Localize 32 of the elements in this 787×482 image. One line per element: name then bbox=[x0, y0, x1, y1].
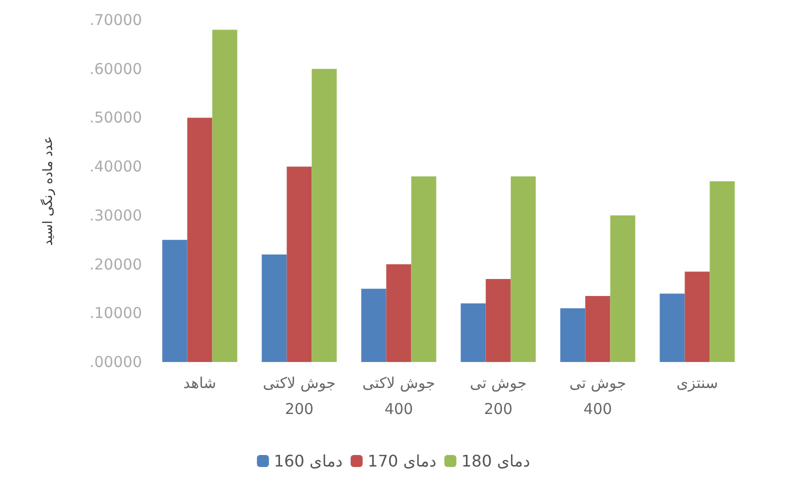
bar bbox=[411, 176, 436, 362]
bar bbox=[361, 288, 386, 362]
bar bbox=[610, 215, 636, 362]
bar bbox=[286, 166, 312, 362]
legend-label: دمای 180 bbox=[461, 452, 530, 470]
bar bbox=[710, 181, 735, 362]
y-tick-label: .00000 bbox=[90, 353, 142, 371]
x-tick-label: شاهد bbox=[183, 374, 216, 392]
bar bbox=[684, 272, 710, 362]
legend-label: دمای 170 bbox=[368, 452, 436, 470]
bar bbox=[262, 254, 287, 362]
y-tick-label: .10000 bbox=[90, 304, 142, 322]
y-tick-label: .70000 bbox=[90, 11, 142, 29]
bar bbox=[187, 118, 212, 362]
x-tick-label: سنتزی bbox=[676, 374, 718, 392]
y-axis-title: عدد ماده رنگی اسید bbox=[40, 136, 56, 246]
y-tick-label: .60000 bbox=[90, 60, 142, 78]
y-tick-label: .20000 bbox=[90, 255, 142, 274]
bar bbox=[585, 296, 610, 362]
y-tick-label: .50000 bbox=[90, 108, 142, 127]
bar bbox=[560, 308, 586, 362]
legend-label: دمای 160 bbox=[274, 452, 343, 470]
y-tick-label: .40000 bbox=[90, 158, 142, 176]
bar bbox=[386, 264, 412, 362]
bar bbox=[212, 30, 238, 362]
y-tick-label: .30000 bbox=[90, 206, 142, 224]
bar bbox=[660, 294, 685, 362]
bar bbox=[312, 68, 337, 362]
bar bbox=[162, 240, 188, 362]
bar bbox=[460, 303, 486, 362]
bar bbox=[510, 176, 536, 362]
bar bbox=[486, 278, 511, 362]
